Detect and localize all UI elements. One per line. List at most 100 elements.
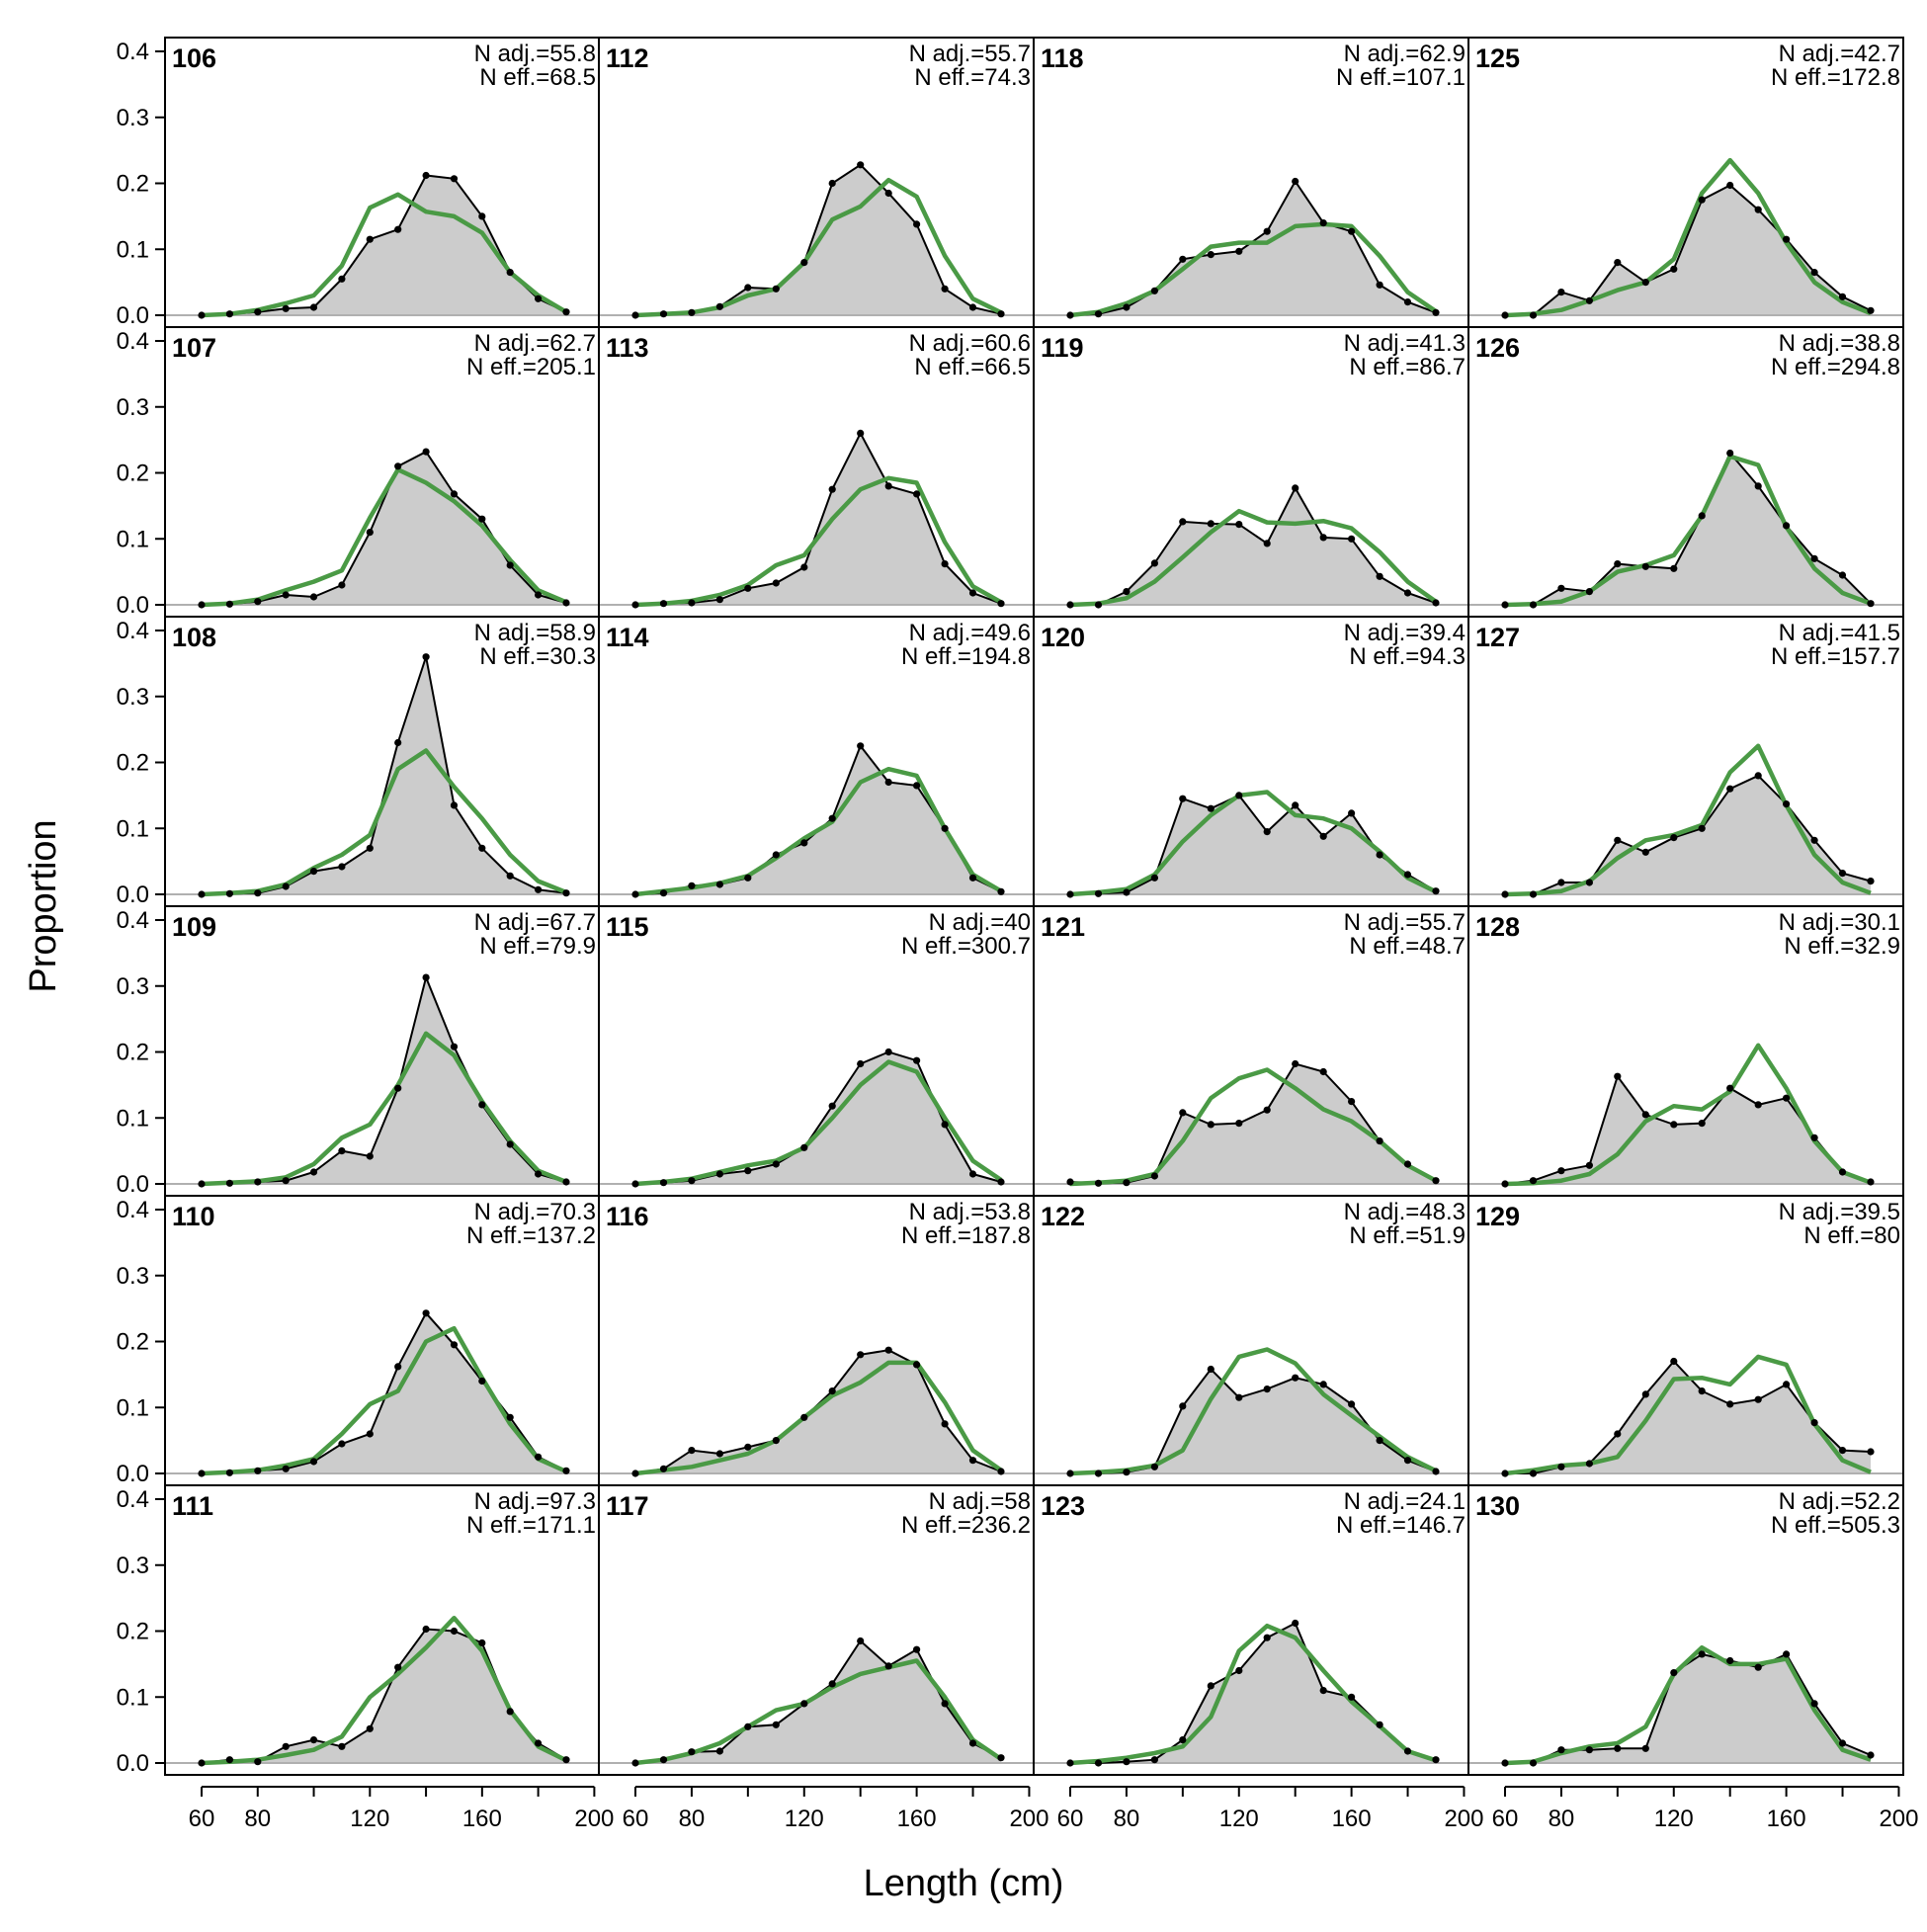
observed-point-126-100	[1614, 560, 1622, 568]
expected-line-106	[201, 192, 568, 318]
y-tick-label: 0.4	[117, 328, 149, 355]
observed-point-122-90	[1150, 1463, 1158, 1470]
observed-point-117-110	[772, 1721, 780, 1728]
n-adj-107: N adj.=62.7	[474, 330, 596, 357]
observed-point-108-140	[422, 653, 430, 661]
observed-point-125-170	[1810, 269, 1818, 277]
observed-point-112-150	[884, 189, 892, 198]
observed-point-123-80	[1123, 1758, 1131, 1766]
observed-point-128-150	[1754, 1101, 1762, 1109]
observed-point-127-80	[1557, 879, 1565, 886]
observed-area-114	[635, 745, 1001, 894]
observed-point-110-130	[394, 1363, 402, 1371]
panel-label-125: 125	[1475, 43, 1520, 73]
observed-point-114-190	[997, 887, 1005, 895]
observed-point-111-190	[562, 1756, 570, 1764]
observed-point-112-70	[659, 310, 668, 318]
observed-point-116-150	[884, 1346, 892, 1354]
expected-line-112	[634, 177, 1002, 318]
observed-point-125-120	[1670, 265, 1678, 273]
observed-point-108-60	[198, 890, 206, 898]
observed-point-122-70	[1094, 1470, 1103, 1477]
n-eff-118: N eff.=107.1	[1336, 64, 1466, 91]
observed-point-127-160	[1783, 800, 1791, 808]
observed-point-109-190	[562, 1178, 570, 1186]
x-tick-label: 160	[897, 1806, 937, 1832]
x-tick-label: 80	[244, 1806, 271, 1832]
observed-point-110-150	[450, 1341, 459, 1349]
panel-label-108: 108	[172, 623, 216, 652]
observed-point-127-140	[1726, 785, 1734, 793]
y-tick-label: 0.0	[117, 1461, 149, 1487]
y-tick-label: 0.0	[117, 1171, 149, 1198]
observed-point-111-150	[450, 1627, 459, 1636]
panel-label-116: 116	[606, 1202, 649, 1231]
observed-point-127-110	[1641, 848, 1649, 856]
observed-point-121-130	[1263, 1106, 1271, 1114]
observed-point-114-60	[631, 890, 639, 898]
y-tick-label: 0.1	[117, 1394, 149, 1421]
observed-point-127-100	[1614, 836, 1622, 844]
observed-point-109-180	[535, 1170, 543, 1178]
observed-point-119-100	[1179, 518, 1187, 526]
observed-point-106-60	[198, 311, 206, 319]
observed-point-123-180	[1403, 1747, 1412, 1755]
observed-point-116-140	[857, 1351, 865, 1359]
observed-point-116-120	[800, 1413, 808, 1421]
observed-point-114-170	[941, 824, 949, 832]
observed-point-117-100	[744, 1722, 752, 1730]
observed-point-108-80	[254, 889, 262, 897]
observed-point-111-100	[309, 1736, 318, 1744]
observed-point-121-160	[1348, 1098, 1356, 1106]
observed-point-128-100	[1614, 1072, 1622, 1080]
observed-point-113-190	[997, 600, 1005, 608]
n-eff-112: N eff.=74.3	[914, 64, 1031, 91]
n-adj-111: N adj.=97.3	[474, 1488, 596, 1515]
n-eff-114: N eff.=194.8	[901, 643, 1031, 670]
observed-point-112-80	[688, 308, 696, 316]
panel-label-119: 119	[1041, 333, 1084, 363]
x-tick-label: 160	[1332, 1806, 1372, 1832]
observed-point-129-90	[1585, 1460, 1593, 1468]
n-adj-118: N adj.=62.9	[1344, 41, 1466, 67]
observed-point-128-60	[1501, 1180, 1509, 1188]
observed-point-120-100	[1179, 795, 1187, 802]
observed-point-122-60	[1066, 1470, 1074, 1477]
observed-point-128-180	[1838, 1168, 1847, 1176]
observed-point-122-180	[1403, 1457, 1412, 1465]
observed-point-110-180	[535, 1453, 543, 1461]
observed-point-128-70	[1529, 1177, 1538, 1185]
y-tick-label: 0.4	[117, 39, 149, 65]
observed-point-113-130	[828, 485, 836, 493]
observed-point-122-190	[1432, 1468, 1440, 1475]
panel-label-118: 118	[1041, 43, 1084, 73]
observed-point-120-70	[1094, 889, 1103, 897]
observed-point-125-100	[1614, 259, 1622, 267]
observed-point-114-140	[857, 742, 865, 750]
n-adj-129: N adj.=39.5	[1779, 1199, 1900, 1225]
observed-point-118-130	[1263, 227, 1271, 235]
n-adj-116: N adj.=53.8	[909, 1199, 1031, 1225]
observed-point-107-160	[478, 515, 486, 523]
observed-point-128-80	[1557, 1167, 1565, 1175]
observed-point-120-110	[1207, 804, 1215, 812]
observed-point-110-80	[254, 1467, 262, 1474]
panel-label-114: 114	[606, 623, 649, 652]
observed-point-112-60	[631, 311, 639, 319]
panel-label-111: 111	[172, 1491, 213, 1521]
n-eff-126: N eff.=294.8	[1771, 354, 1900, 380]
observed-point-107-170	[506, 561, 514, 569]
observed-point-125-150	[1754, 206, 1762, 213]
y-tick-label: 0.2	[117, 171, 149, 198]
n-eff-107: N eff.=205.1	[466, 354, 596, 380]
observed-point-118-90	[1150, 287, 1158, 294]
observed-point-130-180	[1838, 1739, 1847, 1747]
observed-point-114-160	[913, 782, 921, 790]
observed-point-109-110	[338, 1147, 346, 1155]
observed-point-116-100	[744, 1443, 752, 1451]
observed-point-112-160	[913, 220, 921, 228]
observed-point-120-90	[1150, 874, 1158, 882]
observed-point-114-100	[744, 874, 752, 882]
observed-line-119	[1070, 485, 1437, 606]
observed-point-109-80	[254, 1178, 262, 1186]
